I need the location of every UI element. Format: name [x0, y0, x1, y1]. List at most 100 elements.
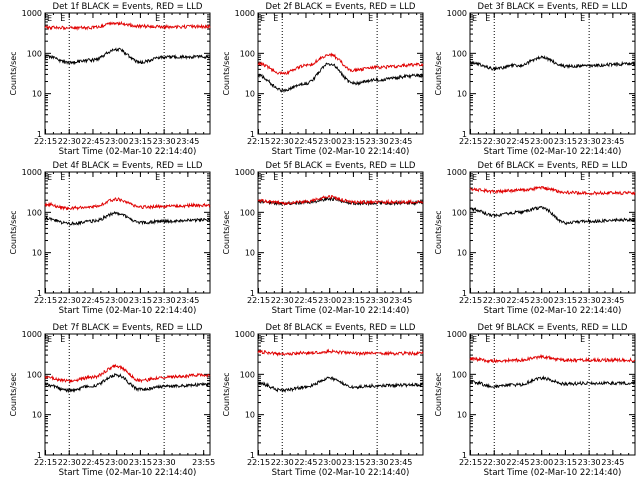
plot-frame: [44, 333, 211, 456]
x-tick-label: 23:30: [578, 137, 601, 146]
y-axis-label: Counts/sec: [434, 210, 443, 254]
y-tick-label: 1: [250, 451, 255, 460]
y-tick-label: 1: [462, 451, 467, 460]
x-tick-label: 23:45: [389, 458, 412, 467]
series-line-events: [469, 375, 636, 389]
y-tick-label: 100: [240, 370, 255, 379]
x-tick-label: 23:15: [554, 458, 577, 467]
x-tick-label: 23:45: [601, 137, 624, 146]
x-tick-label: 23:00: [530, 296, 553, 305]
plot-frame: [257, 171, 424, 294]
x-axis-label: Start Time (02-Mar-10 22:14:40): [59, 147, 197, 157]
series-line-lld: [469, 185, 636, 197]
marker-label: E: [472, 14, 477, 23]
x-axis-label: Start Time (02-Mar-10 22:14:40): [484, 306, 622, 316]
y-tick-label: 1: [462, 130, 467, 139]
x-tick-label: 22:45: [81, 137, 104, 146]
marker-label: E: [47, 14, 52, 23]
series-line-events: [44, 210, 211, 226]
x-tick-label: 23:45: [601, 458, 624, 467]
x-tick-label: 23:45: [389, 137, 412, 146]
marker-label: E: [47, 335, 52, 344]
x-tick-label: 22:45: [506, 458, 529, 467]
y-axis-label: Counts/sec: [222, 210, 231, 254]
marker-label: E: [155, 335, 160, 344]
y-tick-label: 100: [27, 49, 42, 58]
y-axis-label: Counts/sec: [222, 51, 231, 95]
marker-label: E: [60, 335, 65, 344]
marker-label: E: [273, 14, 278, 23]
x-tick-label: 23:15: [554, 296, 577, 305]
x-tick-label: 23:30: [153, 458, 176, 467]
y-tick-label: 10: [457, 411, 467, 420]
x-tick-label: 23:00: [530, 137, 553, 146]
y-tick-label: 1000: [22, 168, 42, 177]
x-tick-label: 23:55: [192, 458, 215, 467]
y-tick-label: 1000: [235, 330, 255, 339]
y-tick-label: 100: [452, 370, 467, 379]
x-tick-label: 22:15: [459, 296, 482, 305]
marker-label: E: [60, 173, 65, 182]
series-line-lld: [469, 353, 636, 364]
y-tick-label: 100: [27, 370, 42, 379]
y-tick-label: 1000: [22, 9, 42, 18]
x-tick-label: 23:30: [578, 296, 601, 305]
x-axis-label: Start Time (02-Mar-10 22:14:40): [484, 468, 622, 478]
series-line-events: [469, 205, 636, 226]
marker-label: E: [485, 173, 490, 182]
panel-title: Det 7f BLACK = Events, RED = LLD: [53, 323, 203, 333]
x-tick-label: 23:00: [530, 458, 553, 467]
x-tick-label: 23:15: [342, 137, 365, 146]
x-tick-label: 23:45: [176, 296, 199, 305]
marker-label: E: [60, 14, 65, 23]
x-tick-label: 23:00: [105, 296, 128, 305]
y-tick-label: 100: [452, 49, 467, 58]
x-tick-label: 23:30: [153, 137, 176, 146]
x-tick-label: 22:15: [34, 458, 57, 467]
x-tick-label: 22:45: [81, 458, 104, 467]
y-axis-label: Counts/sec: [9, 51, 18, 95]
x-tick-label: 22:15: [459, 137, 482, 146]
series-line-events: [257, 376, 424, 393]
y-tick-label: 10: [457, 90, 467, 99]
x-tick-label: 22:15: [247, 296, 270, 305]
x-tick-label: 22:30: [483, 137, 506, 146]
marker-label: E: [368, 14, 373, 23]
panel-title: Det 9f BLACK = Events, RED = LLD: [478, 323, 628, 333]
y-tick-label: 100: [240, 208, 255, 217]
x-tick-label: 23:00: [105, 137, 128, 146]
y-tick-label: 1: [250, 289, 255, 298]
series-line-lld: [44, 20, 211, 31]
plot-frame: [469, 171, 636, 294]
marker-label: E: [580, 14, 585, 23]
y-tick-label: 100: [240, 49, 255, 58]
series-line-events: [44, 47, 211, 66]
x-tick-label: 22:45: [506, 137, 529, 146]
series-line-lld: [257, 52, 424, 76]
marker-label: E: [472, 335, 477, 344]
panel-title: Det 3f BLACK = Events, RED = LLD: [478, 2, 628, 12]
plot-frame: [469, 12, 636, 135]
series-line-events: [44, 372, 211, 394]
y-tick-label: 10: [245, 249, 255, 258]
marker-label: E: [260, 14, 265, 23]
series-line-lld: [44, 363, 211, 385]
panel-title: Det 4f BLACK = Events, RED = LLD: [53, 161, 203, 171]
plot-frame: [44, 171, 211, 294]
x-tick-label: 23:15: [342, 458, 365, 467]
panel-title: Det 6f BLACK = Events, RED = LLD: [478, 161, 628, 171]
x-tick-label: 22:30: [58, 296, 81, 305]
x-tick-label: 22:30: [483, 296, 506, 305]
plot-frame: [469, 333, 636, 456]
y-tick-label: 100: [452, 208, 467, 217]
y-tick-label: 1000: [22, 330, 42, 339]
marker-label: E: [260, 173, 265, 182]
x-tick-label: 22:15: [34, 137, 57, 146]
x-tick-label: 22:15: [247, 458, 270, 467]
